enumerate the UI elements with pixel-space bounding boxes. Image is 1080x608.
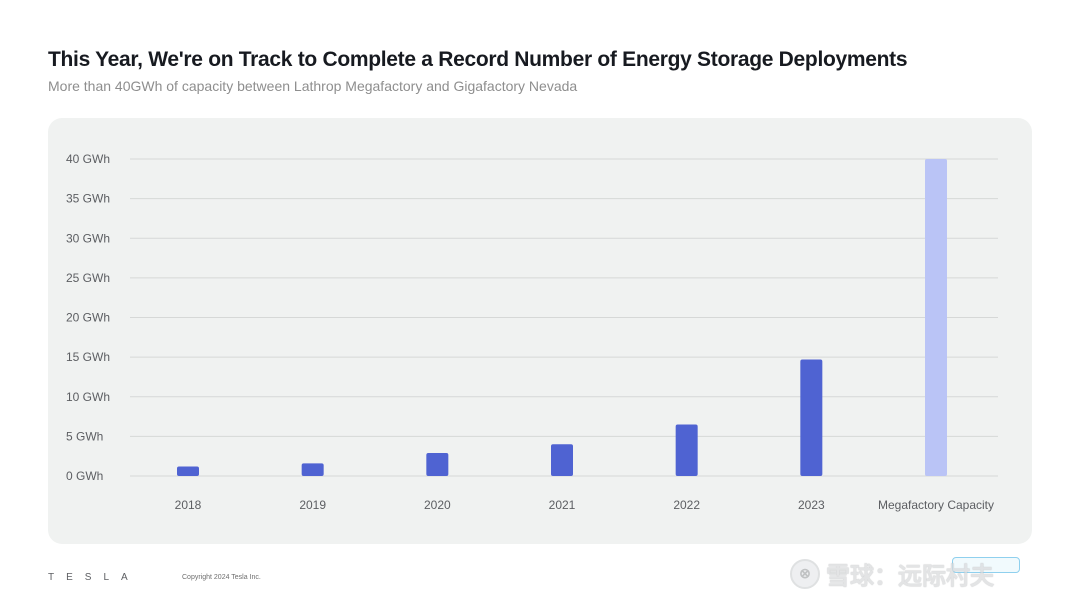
bar-2023: [800, 359, 823, 476]
y-tick-label: 40 GWh: [66, 152, 110, 166]
bar-layer: [177, 159, 947, 476]
y-tick-label: 35 GWh: [66, 192, 110, 206]
bar-2020: [426, 453, 449, 476]
x-axis-ticks: 2018 2019 2020 2021 2022 2023 Megafactory Capa…: [175, 498, 994, 512]
tesla-logo: TESLA: [48, 572, 140, 583]
watermark: ⊗ 雪球：远际村夫: [790, 556, 994, 591]
x-tick-label: 2021: [549, 498, 576, 512]
y-tick-label: 30 GWh: [66, 231, 110, 245]
bar-2021: [551, 444, 573, 476]
energy-storage-bar-chart: 0 GWh 5 GWh 10 GWh 15 GWh 20 GWh 25 GWh 30 GWh…: [66, 152, 998, 512]
y-tick-label: 0 GWh: [66, 469, 103, 483]
x-tick-label: 2018: [175, 498, 202, 512]
y-tick-label: 15 GWh: [66, 350, 110, 364]
bar-2019: [301, 463, 324, 476]
x-tick-label: 2020: [424, 498, 451, 512]
slide-title: This Year, We're on Track to Complete a …: [48, 48, 908, 71]
y-axis-ticks: 0 GWh 5 GWh 10 GWh 15 GWh 20 GWh 25 GWh 30 GWh…: [66, 152, 110, 483]
grid-layer: [130, 158, 998, 477]
snowball-logo-icon: ⊗: [790, 558, 820, 589]
bar-2022: [675, 424, 698, 476]
y-tick-label: 20 GWh: [66, 311, 110, 325]
slide-subtitle: More than 40GWh of capacity between Lath…: [48, 78, 578, 94]
bar-2018: [177, 466, 199, 476]
x-tick-label: 2019: [299, 498, 326, 512]
x-tick-label: 2022: [673, 498, 700, 512]
chart-panel: 0 GWh 5 GWh 10 GWh 15 GWh 20 GWh 25 GWh 30 GWh…: [48, 118, 1032, 544]
watermark-text: 雪球：远际村夫: [826, 562, 994, 590]
bar-megafactory-capacity: [925, 159, 947, 476]
x-tick-label: Megafactory Capacity: [878, 498, 994, 512]
x-tick-label: 2023: [798, 498, 825, 512]
copyright-text: Copyright 2024 Tesla Inc.: [182, 574, 261, 581]
y-tick-label: 5 GWh: [66, 429, 103, 443]
y-tick-label: 25 GWh: [66, 271, 110, 285]
watermark-badge: [952, 557, 1020, 573]
y-tick-label: 10 GWh: [66, 390, 110, 404]
